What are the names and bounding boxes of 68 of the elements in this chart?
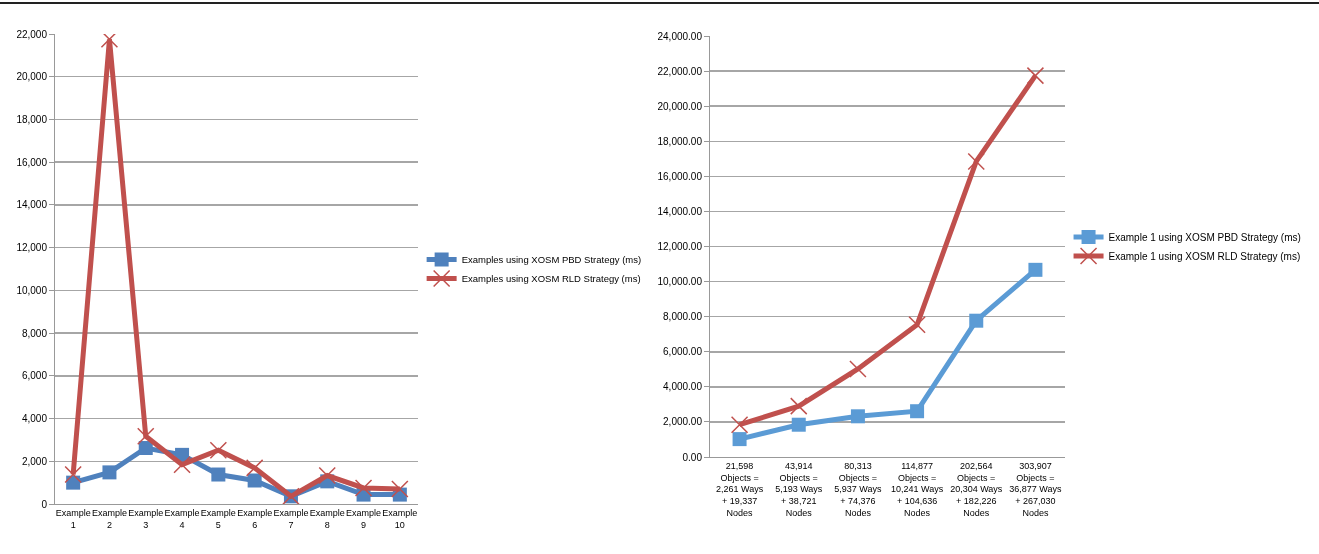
y-tick-label: 24,000.00 <box>657 30 703 42</box>
y-tick-label: 4,000 <box>21 413 48 425</box>
y-tick-label: 16,000.00 <box>657 170 703 182</box>
x-tick-label: Example 4 <box>164 507 200 530</box>
y-tick-label: 10,000.00 <box>657 276 703 288</box>
y-tick-label: 2,000 <box>21 455 48 467</box>
x-tick-label: Example 6 <box>237 507 273 530</box>
point <box>967 152 985 171</box>
x-tick-label: 80,313 Objects = 5,937 Ways + 74,376 Nodes <box>834 460 883 518</box>
y-tick-label: 14,000.00 <box>657 205 703 217</box>
point <box>908 315 926 334</box>
y-tick-label: 6,000 <box>21 370 48 382</box>
legend-label: Examples using XOSM RLD Strategy (ms) <box>461 273 641 285</box>
point <box>137 427 155 446</box>
point <box>245 459 264 477</box>
y-tick-label: 12,000.00 <box>657 241 703 252</box>
x-tick-label: 114,877 Objects = 10,241 Ways + 104,636 Nodes <box>890 460 944 518</box>
point <box>211 467 226 482</box>
y-tick-label: 8,000.00 <box>663 311 703 323</box>
y-tick-label: 12,000 <box>16 242 48 254</box>
y-tick-label: 20,000.00 <box>657 100 703 112</box>
x-tick-label: 21,598 Objects = 2,261 Ways + 19,337 Nodes <box>715 460 764 518</box>
point <box>969 313 984 328</box>
point <box>64 465 82 484</box>
point <box>100 34 119 49</box>
x-tick-label: Example 5 <box>200 507 236 530</box>
point <box>1028 262 1043 277</box>
y-tick-label: 22,000.00 <box>657 65 703 77</box>
point <box>910 404 925 419</box>
y-tick-label: 6,000.00 <box>663 346 703 358</box>
point <box>730 415 749 434</box>
legend-label: Example 1 using XOSM PBD Strategy (ms) <box>1108 231 1301 243</box>
x-tick-label: Example 1 <box>55 507 91 530</box>
y-tick-label: 10,000 <box>16 284 48 296</box>
x-tick-label: Example 9 <box>346 507 382 530</box>
point <box>732 432 747 447</box>
y-tick-label: 16,000 <box>16 156 48 168</box>
x-tick-label: Example 7 <box>273 507 309 530</box>
x-tick-label: 303,907 Objects = 36,877 Ways + 267,030 Nodes <box>1009 460 1063 518</box>
y-tick-label: 0 <box>41 498 48 510</box>
point <box>102 465 117 480</box>
legend-label: Example 1 using XOSM RLD Strategy (ms) <box>1108 250 1301 262</box>
point <box>318 466 336 485</box>
point <box>209 441 228 459</box>
x-tick-label: Example 8 <box>309 507 345 530</box>
point <box>790 397 808 415</box>
y-tick-label: 8,000 <box>21 327 48 339</box>
x-tick-label: 43,914 Objects = 5,193 Ways + 38,721 Nodes <box>775 460 823 518</box>
point <box>850 409 865 424</box>
x-tick-label: 202,564 Objects = 20,304 Ways + 182,226 Nodes <box>950 460 1003 518</box>
y-tick-label: 22,000 <box>16 28 48 40</box>
x-tick-label: Example 10 <box>382 507 418 530</box>
y-tick-label: 18,000 <box>16 113 48 125</box>
y-tick-label: 20,000 <box>16 71 48 83</box>
point <box>791 417 806 432</box>
y-tick-label: 0.00 <box>682 451 703 463</box>
point <box>354 479 373 497</box>
x-tick-label: Example 3 <box>128 507 164 530</box>
y-tick-label: 2,000.00 <box>663 416 703 428</box>
y-tick-label: 18,000.00 <box>657 135 703 147</box>
point <box>391 480 409 498</box>
x-tick-label: Example 2 <box>91 507 127 530</box>
point <box>1026 66 1045 85</box>
legend-label: Examples using XOSM PBD Strategy (ms) <box>461 254 642 266</box>
y-tick-label: 4,000.00 <box>663 381 703 393</box>
y-tick-label: 14,000 <box>16 199 48 211</box>
point <box>247 473 262 488</box>
point <box>138 441 153 456</box>
